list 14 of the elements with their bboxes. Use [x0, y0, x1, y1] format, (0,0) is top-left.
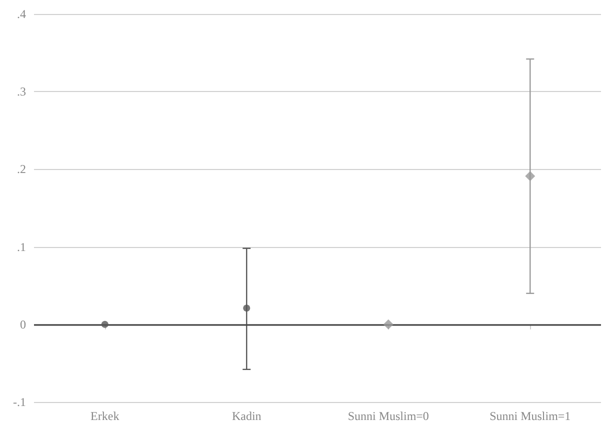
y-tick-label: .1 — [17, 240, 26, 254]
y-tick-label: -.1 — [13, 395, 26, 409]
y-tick-label: .2 — [17, 162, 26, 176]
x-tick-label: Erkek — [90, 409, 120, 423]
point — [243, 304, 250, 312]
y-tick-label: .4 — [17, 7, 26, 21]
y-tick-label: 0 — [20, 317, 26, 332]
x-tick-label: Kadin — [232, 409, 262, 423]
y-tick-label: .3 — [17, 84, 26, 99]
x-tick-label: Sunni Muslim=0 — [348, 409, 429, 423]
point — [101, 320, 108, 328]
x-tick-label: Sunni Muslim=1 — [490, 409, 571, 423]
point — [525, 171, 536, 182]
point — [383, 319, 394, 330]
